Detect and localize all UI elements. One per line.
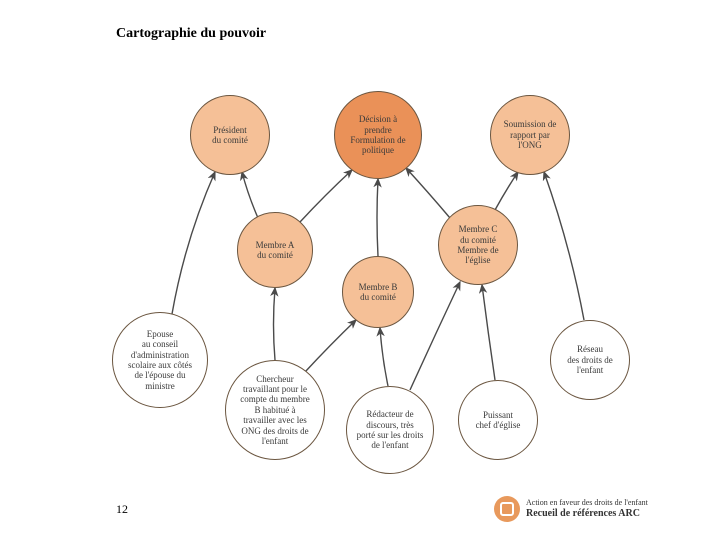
edge-membreA-decision: [300, 170, 352, 222]
edge-epouse-president: [172, 172, 215, 314]
node-label: Réseaudes droits del'enfant: [567, 344, 613, 375]
node-label: Puissantchef d'église: [476, 410, 521, 431]
node-label: Soumission derapport parl'ONG: [504, 119, 557, 150]
node-chef: Puissantchef d'église: [458, 380, 538, 460]
edge-membreB-decision: [377, 179, 378, 256]
node-label: Décision àprendreFormulation depolitique: [350, 114, 405, 155]
edge-membreC-soumission: [495, 172, 518, 210]
node-redacteur: Rédacteur dediscours, trèsporté sur les …: [346, 386, 434, 474]
node-label: Chercheurtravaillant pour lecompte du me…: [240, 374, 309, 446]
node-membreA: Membre Adu comité: [237, 212, 313, 288]
node-chercheur: Chercheurtravaillant pour lecompte du me…: [225, 360, 325, 460]
edge-membreA-president: [242, 172, 258, 218]
node-president: Présidentdu comité: [190, 95, 270, 175]
footer-text: Action en faveur des droits de l'enfant …: [526, 499, 648, 519]
edge-chercheur-membreB: [305, 320, 356, 372]
node-decision: Décision àprendreFormulation depolitique: [334, 91, 422, 179]
edge-chercheur-membreA: [274, 288, 276, 360]
node-membreB: Membre Bdu comité: [342, 256, 414, 328]
node-label: Membre Adu comité: [256, 240, 295, 261]
node-label: Membre Cdu comitéMembre del'église: [457, 224, 498, 265]
node-membreC: Membre Cdu comitéMembre del'église: [438, 205, 518, 285]
node-label: Rédacteur dediscours, trèsporté sur les …: [357, 409, 424, 450]
footer-line2: Recueil de références ARC: [526, 508, 648, 519]
footer-logo: Action en faveur des droits de l'enfant …: [494, 496, 648, 522]
node-label: Membre Bdu comité: [359, 282, 398, 303]
footer-line1: Action en faveur des droits de l'enfant: [526, 499, 648, 508]
page: Cartographie du pouvoir 12 Présidentdu c…: [0, 0, 720, 540]
page-title: Cartographie du pouvoir: [116, 26, 266, 42]
edge-chef-membreC: [482, 285, 495, 380]
edge-redacteur-membreB: [380, 328, 388, 386]
page-number: 12: [116, 502, 128, 517]
footer-icon: [494, 496, 520, 522]
node-epouse: Epouseau conseild'administrationscolaire…: [112, 312, 208, 408]
node-label: Epouseau conseild'administrationscolaire…: [128, 329, 192, 391]
edge-reseau-soumission: [544, 172, 584, 320]
node-soumission: Soumission derapport parl'ONG: [490, 95, 570, 175]
edge-membreC-decision: [406, 168, 450, 218]
node-reseau: Réseaudes droits del'enfant: [550, 320, 630, 400]
power-map-diagram: Présidentdu comité Décision àprendreFormu…: [100, 60, 660, 480]
node-label: Présidentdu comité: [212, 125, 248, 146]
edge-redacteur-membreC: [410, 282, 460, 390]
